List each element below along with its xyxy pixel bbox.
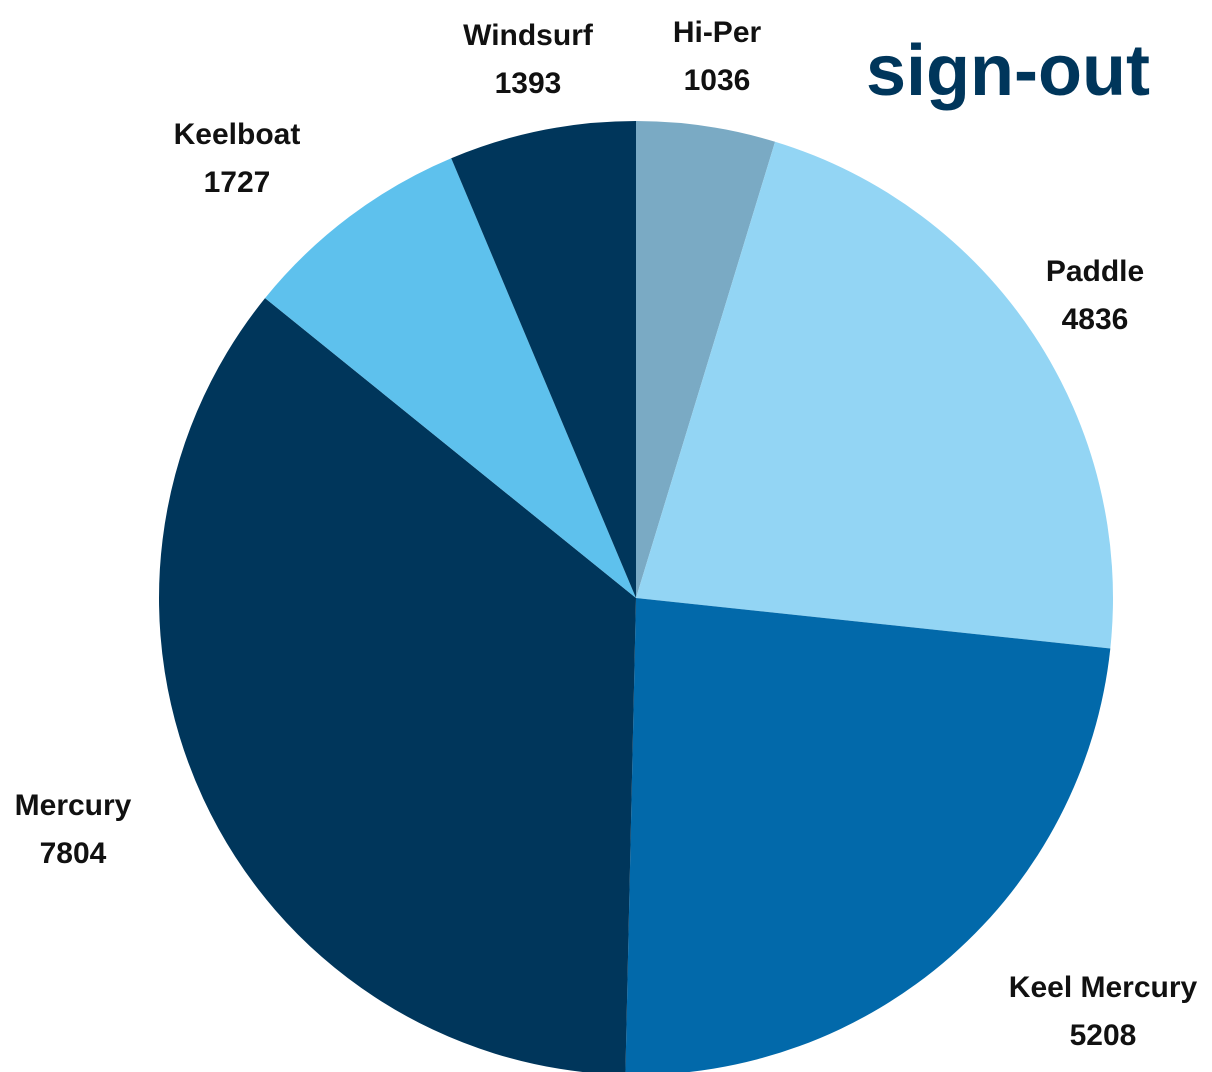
pie-slice bbox=[625, 598, 1111, 1072]
slice-value: 1393 bbox=[495, 67, 562, 100]
heading: sign-out bbox=[866, 31, 1150, 111]
pie-slice bbox=[451, 121, 636, 598]
slice-value: 1036 bbox=[684, 64, 751, 97]
pie-slice bbox=[159, 298, 636, 1072]
slice-value: 7804 bbox=[40, 837, 107, 870]
slice-label: Hi-Per bbox=[673, 16, 762, 49]
pie-slice bbox=[636, 141, 1113, 649]
slice-label: Mercury bbox=[15, 789, 132, 822]
slice-value: 5208 bbox=[1070, 1019, 1137, 1052]
slice-value: 4836 bbox=[1062, 303, 1129, 336]
slice-label: Paddle bbox=[1046, 255, 1144, 288]
slice-label: Keel Mercury bbox=[1009, 971, 1198, 1004]
slice-label: Keelboat bbox=[174, 118, 301, 151]
pie-slice bbox=[636, 121, 776, 598]
slice-value: 1727 bbox=[204, 166, 271, 199]
slice-label: Windsurf bbox=[463, 19, 594, 52]
pie-slice bbox=[265, 158, 636, 599]
